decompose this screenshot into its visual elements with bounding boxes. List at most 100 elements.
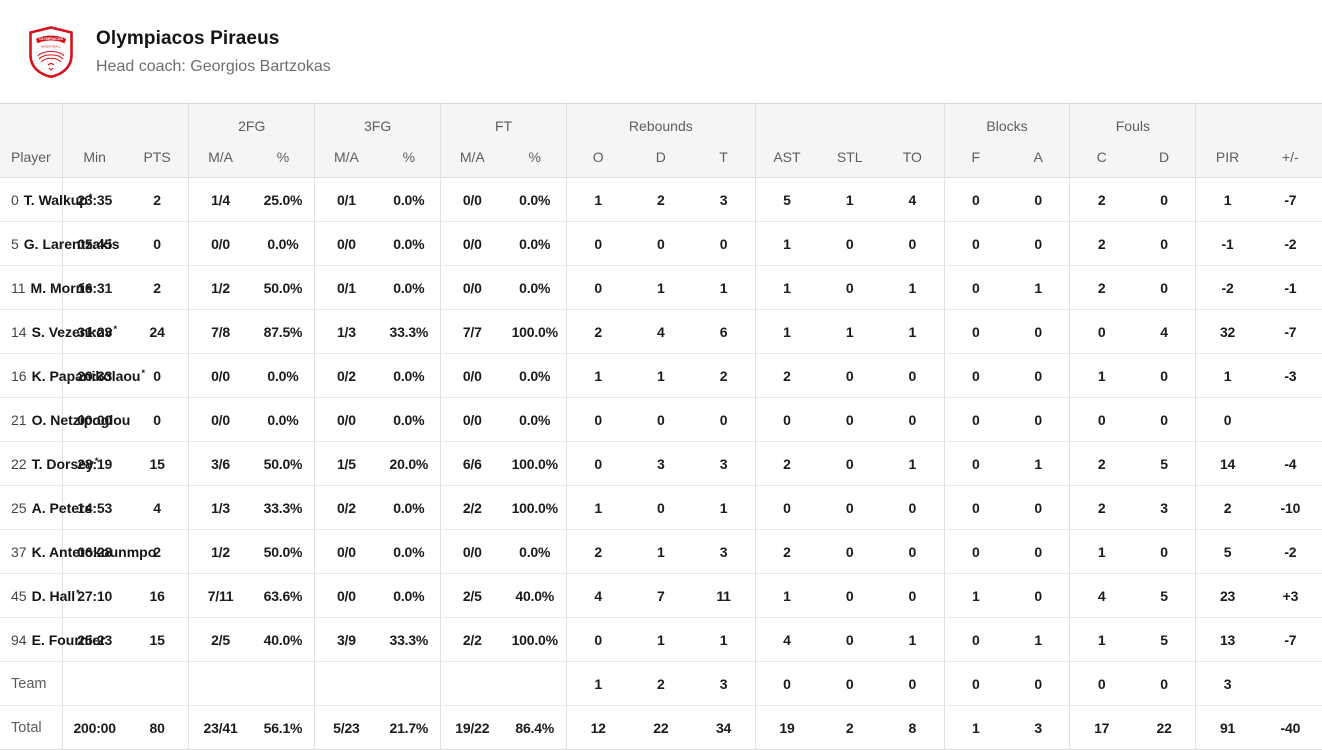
stat-cell: 1 bbox=[754, 221, 819, 266]
stat-cell: 23 bbox=[1195, 573, 1259, 618]
stat-cell: 16 bbox=[125, 573, 189, 618]
stat-cell: 0 bbox=[943, 485, 1007, 530]
stat-cell: 0.0% bbox=[377, 485, 441, 530]
column-header--6: % bbox=[377, 136, 441, 178]
stat-cell: 31:23 bbox=[62, 309, 126, 354]
stat-cell: 13 bbox=[1195, 617, 1259, 662]
stat-cell: 0 bbox=[818, 441, 882, 486]
starter-mark: * bbox=[88, 191, 93, 202]
stat-cell: 0 bbox=[565, 617, 630, 662]
stat-cell: 19/22 bbox=[440, 705, 504, 750]
stat-cell: 5 bbox=[1132, 441, 1196, 486]
stat-cell: 0 bbox=[1007, 485, 1070, 530]
column-header-stl-13: STL bbox=[818, 136, 882, 178]
stat-cell: 2 bbox=[125, 177, 189, 222]
column-header-a-16: A bbox=[1007, 136, 1070, 178]
stat-cell: 0/0 bbox=[440, 221, 504, 266]
jersey-number: 37 bbox=[11, 543, 27, 560]
column-header-o-9: O bbox=[565, 136, 630, 178]
stat-cell bbox=[377, 661, 441, 706]
stat-cell: 0 bbox=[818, 353, 882, 398]
stat-cell: 2 bbox=[754, 441, 819, 486]
starter-mark: * bbox=[94, 455, 99, 466]
jersey-number: 14 bbox=[11, 323, 27, 340]
stat-cell: 1 bbox=[881, 265, 945, 310]
stat-cell: 0 bbox=[881, 397, 945, 442]
stat-cell: 0.0% bbox=[377, 177, 441, 222]
stat-cell: -4 bbox=[1258, 441, 1322, 486]
summary-row: Team 1 2 3 0 0 0 0 0 0 0 3 bbox=[0, 661, 1322, 706]
stat-cell: 0/0 bbox=[440, 397, 504, 442]
stat-cell: 0.0% bbox=[503, 397, 567, 442]
stat-cell: 0 bbox=[125, 353, 189, 398]
stat-cell: 0 bbox=[1069, 309, 1133, 354]
stat-cell: 1 bbox=[565, 485, 630, 530]
stat-cell: 0/0 bbox=[188, 353, 252, 398]
player-row: 94 E. Fournier 25:23 15 2/5 40.0% 3/9 33.3% 2/2 1… bbox=[0, 617, 1322, 662]
stat-cell: 0 bbox=[1007, 177, 1070, 222]
starter-mark: * bbox=[113, 323, 118, 334]
player-row: 21 O. Netzipoglou 00:00 0 0/0 0.0% 0/0 0.0% 0/0 0… bbox=[0, 397, 1322, 442]
stat-cell bbox=[1258, 661, 1322, 706]
stat-cell: 3 bbox=[1132, 485, 1196, 530]
player-cell: 0 T. Walkup* bbox=[0, 177, 92, 222]
stat-cell: 0 bbox=[1132, 353, 1196, 398]
column-header-f-15: F bbox=[943, 136, 1007, 178]
stat-cell: 0 bbox=[1132, 221, 1196, 266]
stat-cell: 2 bbox=[845, 719, 854, 736]
stat-cell: 4 bbox=[629, 309, 693, 354]
stat-cell: 0 bbox=[754, 397, 819, 442]
stat-cell: 0 bbox=[1132, 265, 1196, 310]
stat-cell: 0.0% bbox=[377, 573, 441, 618]
stat-cell: 1 bbox=[629, 617, 693, 662]
stat-cell: 100.0% bbox=[503, 441, 567, 486]
stat-cell: 0.0% bbox=[377, 397, 441, 442]
player-name[interactable]: D. Hall bbox=[31, 587, 76, 604]
starter-mark: * bbox=[76, 587, 80, 598]
player-row: 16 K. Papanikolaou* 20:33 0 0/0 0.0% 0/2 0.0% 0/… bbox=[0, 353, 1322, 398]
stat-cell: 1 bbox=[1007, 441, 1070, 486]
stat-cell: 0 bbox=[818, 221, 882, 266]
stat-cell: 3 bbox=[629, 441, 693, 486]
stat-cell: 5 bbox=[1132, 573, 1196, 618]
stat-cell: 0 bbox=[818, 661, 882, 706]
team-name: Olympiacos Piraeus bbox=[96, 27, 280, 49]
summary-row: Total 200:00 80 23/41 56.1% 5/23 21.7% 19/22 86.… bbox=[0, 705, 1322, 750]
stat-cell: 11 bbox=[692, 573, 756, 618]
stat-cell: 2 bbox=[1069, 221, 1133, 266]
group-header-ft: FT bbox=[440, 103, 567, 136]
stat-cell: 200:00 bbox=[62, 705, 126, 750]
jersey-number: 11 bbox=[11, 279, 26, 296]
stat-cell: 25:23 bbox=[62, 617, 126, 662]
stat-cell: 0 bbox=[125, 397, 189, 442]
column-header-min-1: Min bbox=[62, 136, 126, 178]
stat-cell: 0 bbox=[881, 573, 945, 618]
stat-cell: 3 bbox=[692, 661, 756, 706]
stat-cell: 0 bbox=[818, 265, 882, 310]
stat-cell: -2 bbox=[1258, 529, 1322, 574]
column-header-pts-2: PTS bbox=[125, 136, 189, 178]
stat-cell: 0.0% bbox=[377, 221, 441, 266]
stat-cell: 4 bbox=[565, 573, 630, 618]
stat-cell: 0 bbox=[818, 397, 882, 442]
stat-cell: 1 bbox=[692, 485, 756, 530]
stat-cell: 27:10 bbox=[62, 573, 126, 618]
stat-cell: 19 bbox=[754, 705, 819, 750]
stat-cell: 91 bbox=[1195, 705, 1259, 750]
group-header-rebounds: Rebounds bbox=[565, 103, 756, 136]
stat-cell: 0 bbox=[881, 353, 945, 398]
stat-cell: 2/2 bbox=[440, 617, 504, 662]
stat-cell: 2 bbox=[629, 661, 693, 706]
group-header-fouls: Fouls bbox=[1069, 103, 1196, 136]
stat-cell: 0 bbox=[1007, 661, 1070, 706]
group-header-row: 2FG 3FG FT Rebounds Blocks Fouls bbox=[0, 103, 1322, 136]
stat-cell: 1 bbox=[1069, 529, 1133, 574]
stat-cell: 0 bbox=[1069, 661, 1133, 706]
stat-cell: 0/0 bbox=[188, 397, 252, 442]
stat-cell: 2 bbox=[1195, 485, 1259, 530]
stat-cell bbox=[251, 661, 315, 706]
player-name[interactable]: T. Walkup bbox=[23, 191, 88, 208]
jersey-number: 25 bbox=[11, 499, 27, 516]
stat-cell: 0 bbox=[943, 529, 1007, 574]
stat-cell: 23/41 bbox=[188, 705, 252, 750]
